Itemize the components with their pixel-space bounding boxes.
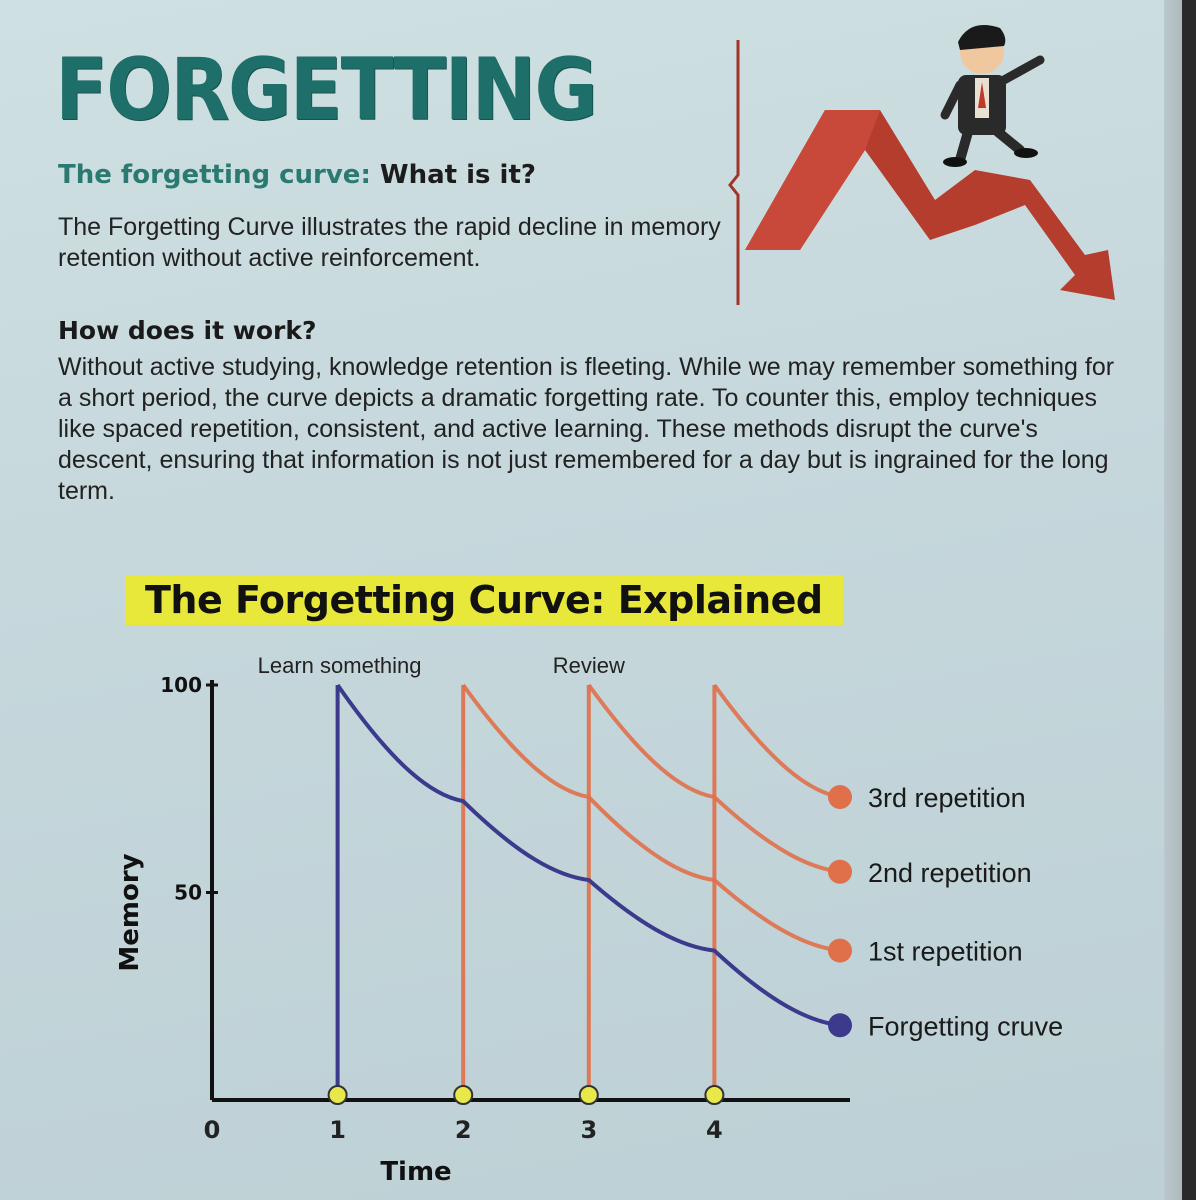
legend-label-0: Forgetting cruve [868,1011,1063,1041]
subheading: The forgetting curve: What is it? [58,160,536,190]
series-line-3 [712,683,841,800]
review-marker [578,1085,599,1105]
review-marker [704,1085,725,1105]
y-tick-label: 50 [174,881,202,905]
article-title: FORGETTING [55,40,598,140]
x-tick-label: 4 [706,1116,723,1144]
annotation-learn: Learn something [258,653,422,678]
series-end-marker-1 [828,938,852,963]
series-line-1 [461,683,841,953]
series-end-marker-2 [828,859,852,884]
subheading-question: What is it? [379,160,536,190]
page-edge [1164,0,1182,1200]
page-binding [1182,0,1196,1200]
legend-label-1: 1st repetition [868,937,1023,967]
x-tick-label: 3 [580,1116,597,1144]
subheading-teal: The forgetting curve: [58,160,371,190]
intro-paragraph: The Forgetting Curve illustrates the rap… [58,213,721,272]
series-line-0 [335,683,841,1028]
how-paragraph: Without active studying, knowledge reten… [58,353,1115,505]
chart-title: The Forgetting Curve: Explained [125,575,843,625]
x-axis-label: Time [380,1157,451,1187]
y-tick-label: 100 [160,673,202,697]
x-tick-label: 2 [455,1116,472,1144]
annotation-review: Review [553,653,625,678]
review-marker [327,1085,348,1105]
legend-label-2: 2nd repetition [868,858,1032,888]
x-tick-label: 1 [329,1116,346,1144]
series-line-2 [587,683,841,874]
series-end-marker-0 [828,1013,852,1038]
how-heading: How does it work? [58,316,317,345]
series-end-marker-3 [828,785,852,810]
x-tick-label: 0 [204,1116,221,1144]
legend-label-3: 3rd repetition [868,783,1026,813]
y-axis-label: Memory [115,853,145,971]
review-marker [453,1085,474,1105]
